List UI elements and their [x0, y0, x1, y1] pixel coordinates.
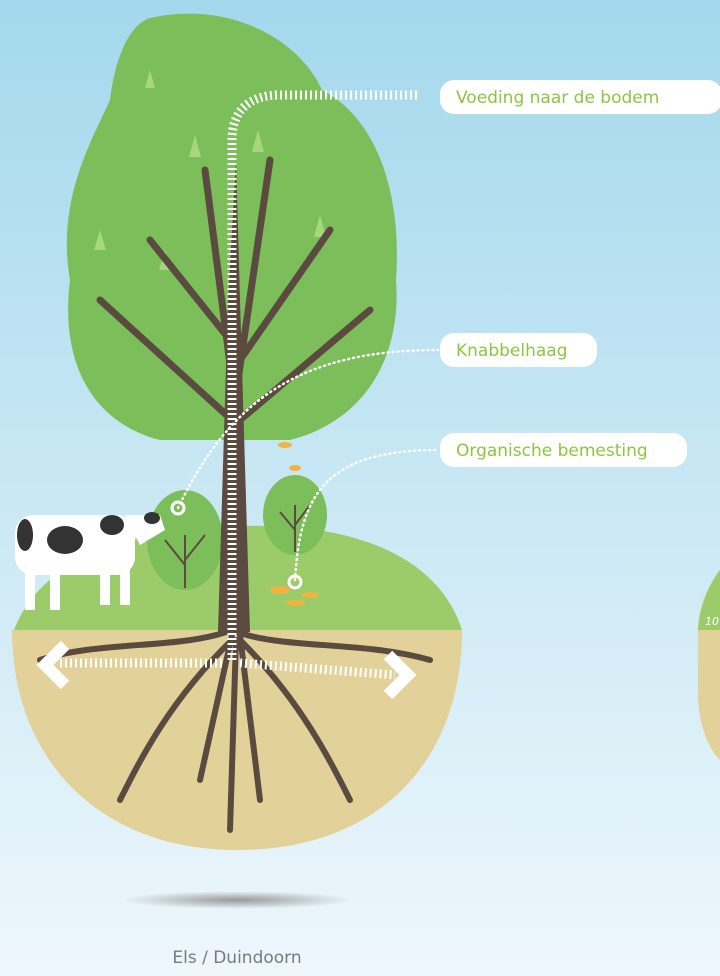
callout-label: Voeding naar de bodem — [456, 88, 659, 108]
callout-label: Knabbelhaag — [456, 341, 568, 361]
illustration: 10 Vo — [0, 0, 720, 976]
edge-label: 10 — [705, 615, 719, 628]
caption: Els / Duindoorn — [172, 948, 301, 968]
shadow — [122, 891, 352, 909]
page: 10 Vo — [0, 0, 720, 976]
callout-label: Organische bemesting — [456, 441, 648, 461]
